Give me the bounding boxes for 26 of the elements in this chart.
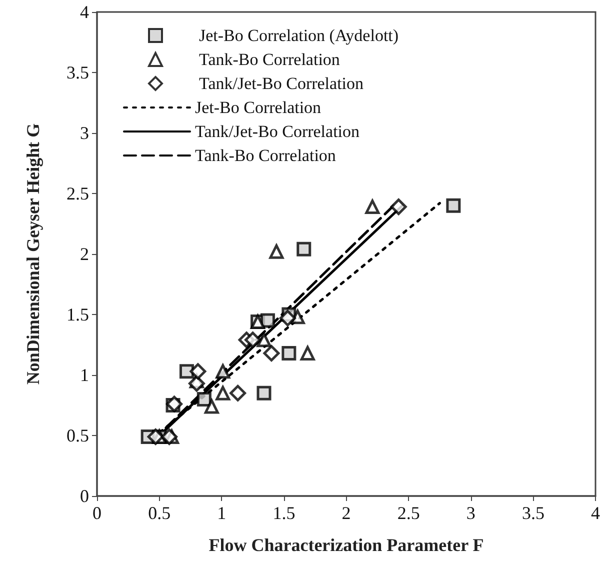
- y-tick-label: 1: [80, 365, 89, 385]
- y-tick-label: 3.5: [66, 62, 89, 82]
- y-tick-label: 2.5: [66, 184, 89, 204]
- x-tick-label: 3: [466, 503, 476, 523]
- x-tick-label: 1.5: [272, 503, 296, 523]
- x-tick-label: 2.5: [397, 503, 420, 523]
- x-tick-label: 2: [342, 503, 351, 523]
- y-tick-label: 3: [80, 123, 89, 143]
- y-tick-label: 0: [80, 486, 89, 506]
- x-tick-label: 0.5: [148, 503, 171, 523]
- x-tick-label: 4: [591, 503, 600, 523]
- legend-label: Jet-Bo Correlation: [195, 98, 322, 117]
- legend-label: Jet-Bo Correlation (Aydelott): [199, 26, 399, 45]
- legend-label: Tank-Bo Correlation: [199, 50, 340, 69]
- x-tick-label: 1: [217, 503, 226, 523]
- x-tick-label: 0: [92, 503, 102, 523]
- y-tick-label: 2: [80, 244, 89, 264]
- y-tick-label: 1.5: [66, 304, 89, 324]
- y-tick-label: 0.5: [66, 426, 89, 446]
- legend-label: Tank-Bo Correlation: [195, 146, 336, 165]
- y-tick-label: 4: [80, 2, 89, 22]
- legend-label: Tank/Jet-Bo Correlation: [199, 74, 364, 93]
- legend-label: Tank/Jet-Bo Correlation: [195, 122, 360, 141]
- x-tick-label: 3.5: [522, 503, 544, 523]
- x-axis-title: Flow Characterization Parameter F: [208, 535, 484, 555]
- y-axis-title: NonDimensional Geyser Height G: [23, 123, 43, 385]
